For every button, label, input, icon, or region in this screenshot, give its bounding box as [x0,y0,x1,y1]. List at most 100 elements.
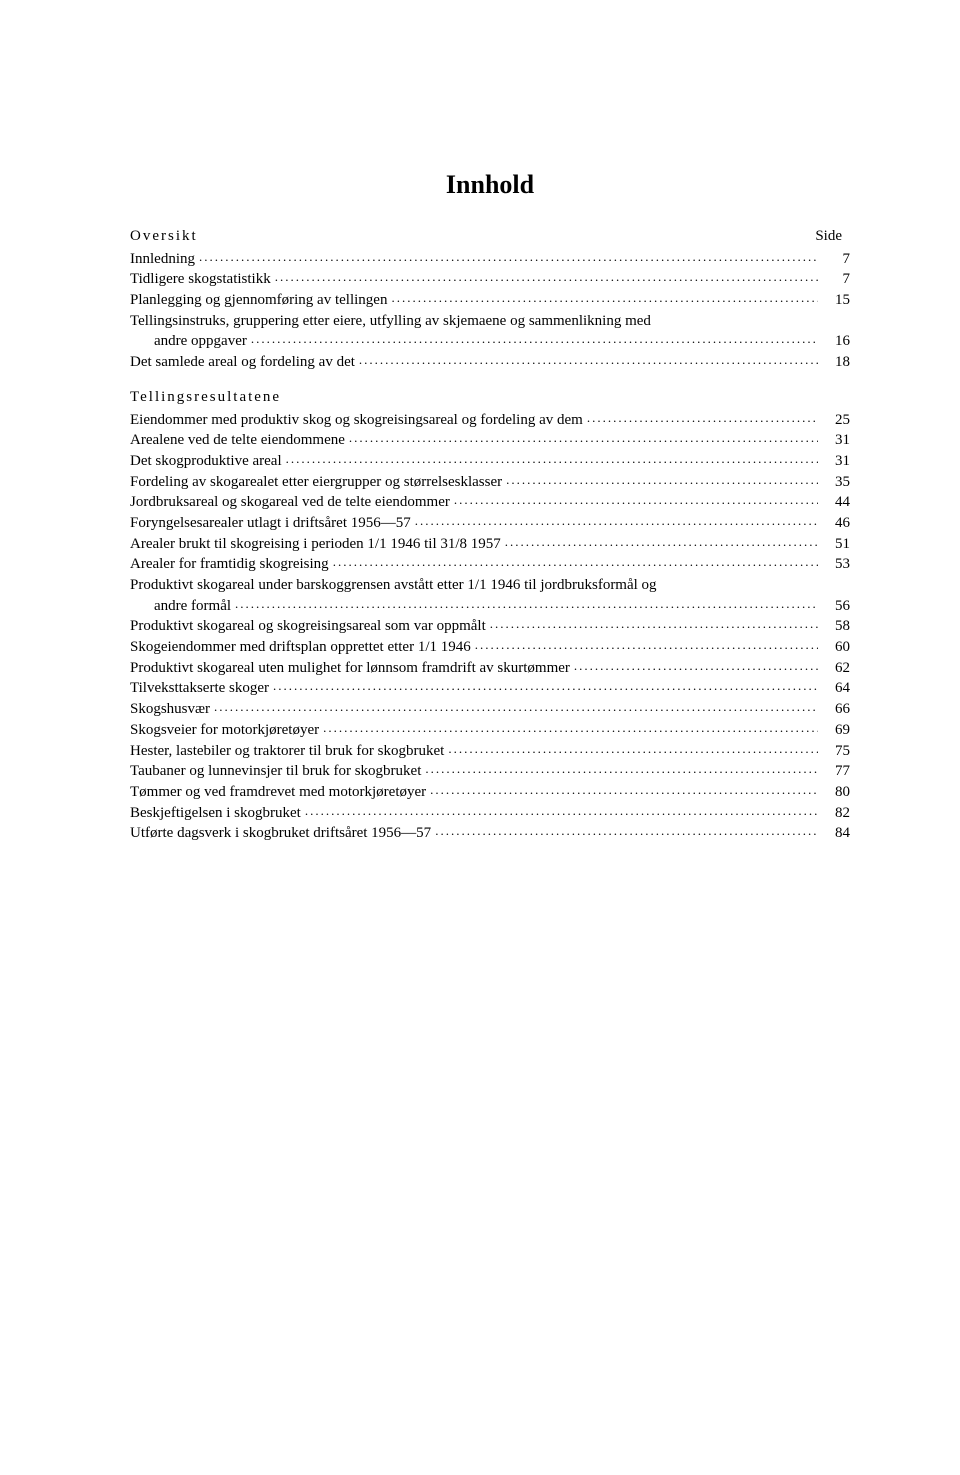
toc-row: Skogshusvær 66 [130,699,850,720]
toc-page-number: 25 [822,410,850,431]
toc-row: Utførte dagsverk i skogbruket driftsåret… [130,823,850,844]
toc-leader-dots [435,822,818,840]
toc-label: Innledning [130,249,195,270]
toc-label: Skogsveier for motorkjøretøyer [130,720,319,741]
toc-leader-dots [587,409,818,427]
toc-label: Utførte dagsverk i skogbruket driftsåret… [130,823,431,844]
toc-label: Taubaner og lunnevinsjer til bruk for sk… [130,761,421,782]
toc-page-number: 69 [822,720,850,741]
toc-leader-dots [475,636,818,654]
toc-leader-dots [425,760,818,778]
toc-page-number: 31 [822,430,850,451]
toc-label: Arealer for framtidig skogreising [130,554,329,575]
toc-row: Det samlede areal og fordeling av det18 [130,352,850,373]
toc-header: Oversikt Side [130,226,850,247]
toc-row: Jordbruksareal og skogareal ved de telte… [130,492,850,513]
toc-label: Skogeiendommer med driftsplan opprettet … [130,637,471,658]
toc-label: Arealer brukt til skogreising i perioden… [130,534,501,555]
toc-row: Tidligere skogstatistikk 7 [130,269,850,290]
toc-label: andre oppgaver [154,331,247,352]
toc-row: Skogeiendommer med driftsplan opprettet … [130,637,850,658]
toc-header-left: Oversikt [130,226,198,247]
toc-row: Beskjeftigelsen i skogbruket 82 [130,803,850,824]
toc-row: Produktivt skogareal uten mulighet for l… [130,658,850,679]
toc-row: Tilveksttakserte skoger64 [130,678,850,699]
toc-label: Planlegging og gjennomføring av tellinge… [130,290,387,311]
toc-page-number: 7 [822,249,850,270]
toc-leader-dots [490,615,818,633]
toc-leader-dots [448,740,818,758]
toc-leader-dots [333,553,818,571]
toc-leader-dots [235,595,818,613]
toc-row: Innledning 7 [130,249,850,270]
toc-page-number: 60 [822,637,850,658]
toc-page-number: 7 [822,269,850,290]
toc-row: Planlegging og gjennomføring av tellinge… [130,290,850,311]
toc-page-number: 75 [822,741,850,762]
toc-row: Taubaner og lunnevinsjer til bruk for sk… [130,761,850,782]
toc-label: Tilveksttakserte skoger [130,678,269,699]
toc-leader-dots [273,677,818,695]
toc-row: Eiendommer med produktiv skog og skogrei… [130,410,850,431]
toc-header-right: Side [815,226,842,247]
toc-section-2-title: Tellingsresultatene [130,387,850,408]
page-title: Innhold [130,170,850,200]
toc-page-number: 82 [822,803,850,824]
toc-page-number: 51 [822,534,850,555]
toc-row: Foryngelsesarealer utlagt i driftsåret 1… [130,513,850,534]
toc-leader-dots [275,268,818,286]
toc-label: Hester, lastebiler og traktorer til bruk… [130,741,444,762]
toc-label: Tidligere skogstatistikk [130,269,271,290]
toc-leader-dots [454,491,818,509]
toc-row: Fordeling av skogarealet etter eiergrupp… [130,472,850,493]
toc-leader-dots [286,450,818,468]
toc-page-number: 16 [822,331,850,352]
toc-leader-dots [506,471,818,489]
toc-label: Tellingsinstruks, gruppering etter eiere… [130,311,651,332]
toc-leader-dots [574,657,818,675]
toc-page-number: 66 [822,699,850,720]
toc-page-number: 46 [822,513,850,534]
toc-leader-dots [214,698,818,716]
toc-row: Hester, lastebiler og traktorer til bruk… [130,741,850,762]
toc-section-1: Innledning 7 Tidligere skogstatistikk 7 Plan… [130,249,850,373]
toc-page-number: 84 [822,823,850,844]
toc-leader-dots [359,351,818,369]
toc-page-number: 58 [822,616,850,637]
toc-row: andre oppgaver 16 [130,331,850,352]
toc-page-number: 53 [822,554,850,575]
table-of-contents: Oversikt Side Innledning7Tidligere skogs… [130,226,850,844]
toc-leader-dots [199,248,818,266]
toc-label: Produktivt skogareal uten mulighet for l… [130,658,570,679]
toc-label: Produktivt skogareal og skogreisingsarea… [130,616,486,637]
toc-row: Arealene ved de telte eiendommene 31 [130,430,850,451]
toc-label: Skogshusvær [130,699,210,720]
toc-leader-dots [415,512,818,530]
toc-page-number: 18 [822,352,850,373]
toc-leader-dots [391,289,818,307]
toc-page-number: 77 [822,761,850,782]
toc-page-number: 80 [822,782,850,803]
toc-row: Arealer for framtidig skogreising 53 [130,554,850,575]
toc-label: Beskjeftigelsen i skogbruket [130,803,301,824]
toc-leader-dots [430,781,818,799]
toc-section-2: Eiendommer med produktiv skog og skogrei… [130,410,850,844]
toc-label: Det skogproduktive areal [130,451,282,472]
toc-label: andre formål [154,596,231,617]
toc-page-number: 31 [822,451,850,472]
toc-leader-dots [505,533,818,551]
toc-page-number: 56 [822,596,850,617]
toc-label: Arealene ved de telte eiendommene [130,430,345,451]
toc-row: Tømmer og ved framdrevet med motorkjøret… [130,782,850,803]
toc-label: Jordbruksareal og skogareal ved de telte… [130,492,450,513]
toc-row: Arealer brukt til skogreising i perioden… [130,534,850,555]
toc-label: Fordeling av skogarealet etter eiergrupp… [130,472,502,493]
toc-label: Produktivt skogareal under barskoggrense… [130,575,657,596]
toc-row: Tellingsinstruks, gruppering etter eiere… [130,311,850,332]
toc-label: Foryngelsesarealer utlagt i driftsåret 1… [130,513,411,534]
toc-row: Produktivt skogareal og skogreisingsarea… [130,616,850,637]
toc-row: Det skogproduktive areal 31 [130,451,850,472]
toc-row: Skogsveier for motorkjøretøyer 69 [130,720,850,741]
toc-leader-dots [305,802,818,820]
toc-page-number: 15 [822,290,850,311]
